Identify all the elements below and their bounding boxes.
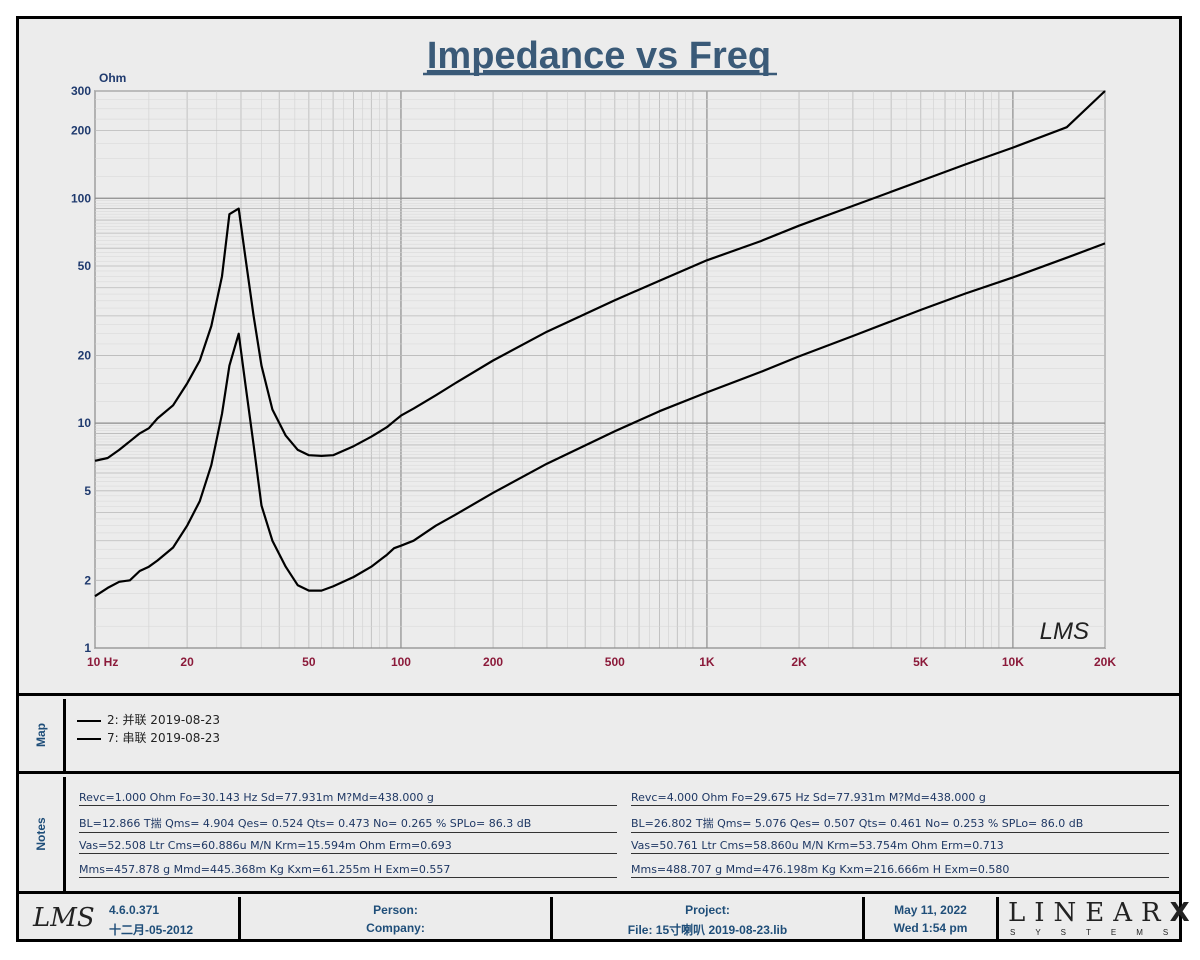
- datetime-cell: May 11, 2022 Wed 1:54 pm: [865, 897, 999, 939]
- series-line-2: [94, 90, 1106, 462]
- plot-area: [94, 90, 1106, 649]
- date-label: May 11, 2022: [894, 903, 967, 917]
- lms-logo: LMS: [33, 903, 95, 933]
- brand-subtitle: SYSTEMS: [1010, 928, 1189, 937]
- x-tick-label: 20: [180, 655, 194, 669]
- project-cell: Project: File: 15寸喇叭 2019-08-23.lib: [553, 897, 865, 939]
- build-date: 十二月-05-2012: [109, 923, 194, 937]
- version-number: 4.6.0.371: [109, 903, 160, 917]
- footer-panel: LMS 4.6.0.371 十二月-05-2012 Person: Compan…: [19, 897, 1190, 939]
- x-tick-label: 10K: [1002, 655, 1024, 669]
- person-label: Person:: [373, 903, 418, 917]
- y-tick-label: 200: [71, 124, 91, 138]
- y-tick-label: 10: [78, 416, 92, 430]
- note-left-2: BL=12.866 T揣 Qms= 4.904 Qes= 0.524 Qts= …: [79, 815, 617, 833]
- brand-x-mark: X: [1169, 898, 1199, 928]
- y-tick-label: 300: [71, 84, 91, 98]
- graph-panel: Impedance vs Freq Ohm 10 Hz 20 50 100 200 500…: [19, 19, 1179, 696]
- y-tick-label: 20: [78, 348, 92, 362]
- note-right-4: Mms=488.707 g Mmd=476.198m Kg Kxm=216.66…: [631, 863, 1169, 878]
- legend-item-series-7[interactable]: 7: 串联 2019-08-23: [77, 729, 220, 746]
- x-tick-label: 5K: [913, 655, 929, 669]
- chart-title: Impedance vs Freq: [427, 35, 771, 77]
- notes-tab[interactable]: Notes: [19, 777, 66, 891]
- note-left-1: Revc=1.000 Ohm Fo=30.143 Hz Sd=77.931m M…: [79, 791, 617, 806]
- map-panel: Map 2: 并联 2019-08-23 7: 串联 2019-08-23: [19, 699, 1179, 774]
- y-tick-label: 100: [71, 191, 91, 205]
- lms-watermark: LMS: [1040, 618, 1089, 645]
- note-right-3: Vas=50.761 Ltr Cms=58.860u M/N Krm=53.75…: [631, 839, 1169, 854]
- legend-swatch: [77, 737, 101, 740]
- x-tick-label: 2K: [791, 655, 807, 669]
- y-axis-unit-label: Ohm: [99, 71, 126, 85]
- y-tick-label: 50: [78, 259, 92, 273]
- x-axis-tick-labels: 10 Hz 20 50 100 200 500 1K 2K 5K 10K 20K: [87, 655, 1116, 669]
- lms-report-frame: Impedance vs Freq Ohm 10 Hz 20 50 100 200 500…: [16, 16, 1190, 942]
- note-right-1: Revc=4.000 Ohm Fo=29.675 Hz Sd=77.931m M…: [631, 791, 1169, 806]
- map-tab[interactable]: Map: [19, 699, 66, 771]
- impedance-curves: [94, 90, 1106, 598]
- legend-swatch: [77, 719, 101, 722]
- time-label: Wed 1:54 pm: [893, 921, 968, 935]
- notes-panel: Notes Revc=1.000 Ohm Fo=30.143 Hz Sd=77.…: [19, 777, 1179, 894]
- legend-item-series-2[interactable]: 2: 并联 2019-08-23: [77, 711, 220, 728]
- company-label: Company:: [366, 921, 425, 935]
- x-tick-label: 50: [302, 655, 316, 669]
- x-tick-label: 10 Hz: [87, 655, 118, 669]
- x-tick-label: 20K: [1094, 655, 1116, 669]
- project-label: Project:: [685, 903, 730, 917]
- impedance-chart: Impedance vs Freq Ohm 10 Hz 20 50 100 200 500…: [71, 35, 1116, 669]
- series-line-1: [94, 242, 1106, 598]
- y-tick-label: 1: [84, 641, 91, 655]
- grid-lines: [94, 90, 1106, 649]
- note-left-4: Mms=457.878 g Mmd=445.368m Kg Kxm=61.255…: [79, 863, 617, 878]
- brand-name: LINEAR: [1008, 898, 1170, 928]
- person-cell: Person: Company:: [241, 897, 553, 939]
- y-tick-label: 5: [84, 484, 91, 498]
- x-tick-label: 500: [605, 655, 625, 669]
- x-tick-label: 100: [391, 655, 411, 669]
- y-tick-label: 2: [84, 573, 91, 587]
- x-tick-label: 200: [483, 655, 503, 669]
- file-label: File: 15寸喇叭 2019-08-23.lib: [627, 923, 788, 937]
- version-cell: LMS 4.6.0.371 十二月-05-2012: [19, 897, 241, 939]
- note-left-3: Vas=52.508 Ltr Cms=60.886u M/N Krm=15.59…: [79, 839, 617, 854]
- y-axis-tick-labels: 1 2 5 10 20 50 100 200 300: [71, 84, 91, 655]
- x-tick-label: 1K: [699, 655, 715, 669]
- linearx-logo: LINEARX SYSTEMS: [1002, 897, 1190, 939]
- note-right-2: BL=26.802 T揣 Qms= 5.076 Qes= 0.507 Qts= …: [631, 815, 1169, 833]
